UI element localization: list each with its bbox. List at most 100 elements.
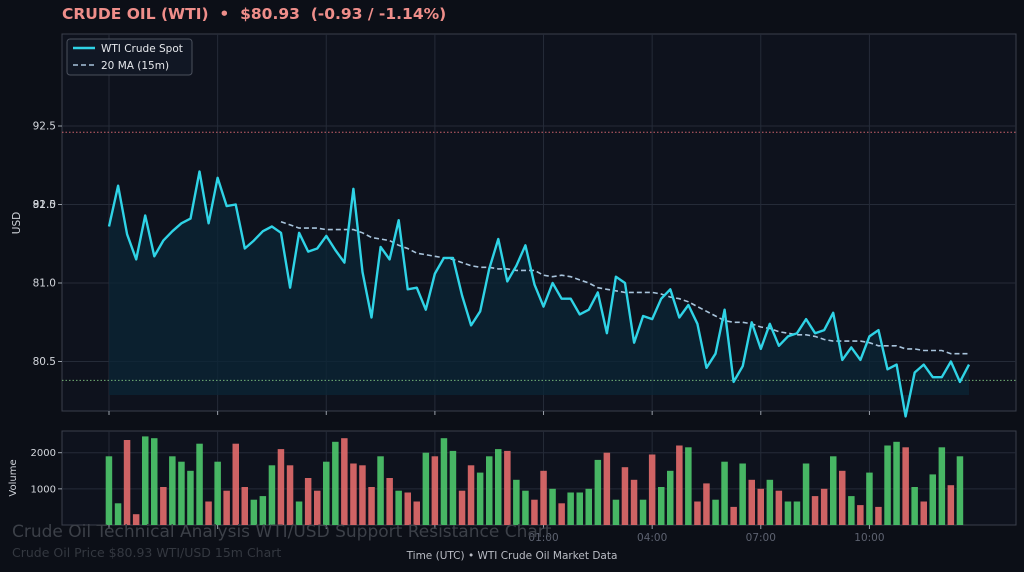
volume-bar-up bbox=[187, 470, 194, 525]
volume-panel-bg bbox=[61, 430, 1017, 526]
ma-line bbox=[280, 221, 969, 355]
volume-bar-down bbox=[341, 438, 348, 525]
symbol-label: CRUDE OIL (WTI) bbox=[62, 5, 209, 23]
volume-bar-up bbox=[784, 501, 792, 525]
volume-bar-down bbox=[875, 506, 882, 525]
volume-bar-up bbox=[739, 463, 746, 525]
volume-bar-up bbox=[178, 461, 185, 525]
volume-bar-down bbox=[467, 465, 475, 525]
legend-price-label: WTI Crude Spot bbox=[101, 43, 183, 55]
volume-bar-down bbox=[413, 501, 420, 525]
volume-bar-up bbox=[929, 474, 936, 525]
volume-bar-down bbox=[775, 490, 783, 525]
volume-bar-up bbox=[639, 499, 647, 525]
volume-axis-ticks: 1000 2000 bbox=[31, 448, 62, 495]
volume-bar-up bbox=[323, 461, 330, 525]
volume-bar-up bbox=[830, 456, 837, 525]
volume-bar-up bbox=[250, 499, 258, 525]
volume-bar-down bbox=[857, 505, 864, 525]
volume-bar-down bbox=[504, 450, 511, 525]
chart-header: CRUDE OIL (WTI) • $80.93 (-0.93 / -1.14%… bbox=[62, 5, 446, 23]
volume-bar-up bbox=[658, 487, 665, 525]
volume-bar-up bbox=[576, 492, 583, 525]
x-tick-label: 01:00 bbox=[528, 532, 558, 544]
volume-bar-up bbox=[549, 488, 556, 525]
volume-bar-up bbox=[522, 490, 529, 525]
volume-tick-label: 1000 bbox=[31, 484, 56, 495]
volume-bar-down bbox=[531, 499, 538, 525]
volume-bar-up bbox=[866, 472, 873, 525]
volume-bar-down bbox=[558, 503, 565, 525]
volume-bar-up bbox=[567, 492, 574, 525]
legend-ma-label: 20 MA (15m) bbox=[101, 60, 169, 72]
volume-bar-up bbox=[802, 463, 810, 525]
volume-bar-up bbox=[938, 447, 946, 525]
price-area-fill bbox=[109, 171, 969, 417]
separator-dot: • bbox=[219, 5, 230, 23]
y-tick-label: 81.0 bbox=[33, 278, 56, 290]
x-axis-ticks: 01:00 04:00 07:00 10:00 bbox=[108, 411, 885, 544]
watermark-subtitle: Crude Oil Price $80.93 WTI/USD 15m Chart bbox=[12, 545, 282, 560]
volume-bar-up bbox=[884, 445, 891, 525]
x-tick-label: 10:00 bbox=[854, 532, 884, 544]
volume-bar-up bbox=[105, 456, 113, 525]
volume-bar-down bbox=[757, 488, 764, 525]
volume-bar-down bbox=[603, 452, 611, 525]
volume-bar-down bbox=[286, 465, 294, 525]
volume-bar-up bbox=[151, 438, 158, 525]
volume-bar-up bbox=[268, 465, 276, 525]
y-tick-label: 92.0 bbox=[33, 199, 56, 211]
volume-bar-down bbox=[314, 490, 321, 525]
y-tick-label: 92.5 bbox=[33, 121, 56, 133]
volume-bar-up bbox=[911, 487, 918, 525]
volume-bar-up bbox=[476, 472, 484, 525]
volume-bar-up bbox=[332, 441, 339, 525]
x-tick-label: 04:00 bbox=[637, 532, 667, 544]
volume-bar-up bbox=[585, 488, 592, 525]
volume-bar-up bbox=[422, 452, 430, 525]
volume-bar-down bbox=[232, 443, 239, 525]
volume-bar-down bbox=[920, 501, 927, 525]
watermark-title: Crude Oil Technical Analysis WTI/USD Sup… bbox=[12, 522, 552, 542]
volume-bar-up bbox=[712, 499, 719, 525]
volume-bar-up bbox=[685, 447, 692, 525]
x-tick-label: 07:00 bbox=[746, 532, 776, 544]
volume-bars bbox=[105, 436, 964, 525]
volume-bar-up bbox=[295, 501, 303, 525]
volume-bar-up bbox=[196, 443, 203, 525]
volume-bar-up bbox=[169, 456, 176, 525]
volume-bar-down bbox=[676, 445, 683, 525]
y-axis-ticks: 80.5 81.0 81.592.0 92.5 bbox=[33, 121, 62, 368]
volume-bar-up bbox=[793, 501, 801, 525]
volume-bar-up bbox=[440, 438, 448, 525]
volume-bar-down bbox=[621, 467, 629, 525]
volume-bar-down bbox=[160, 487, 167, 525]
volume-bar-up bbox=[848, 496, 855, 525]
volume-bar-down bbox=[839, 470, 846, 525]
volume-bar-down bbox=[820, 488, 828, 525]
volume-bar-down bbox=[304, 478, 312, 525]
volume-bar-down bbox=[132, 514, 140, 525]
volume-bar-up bbox=[259, 496, 267, 525]
volume-bar-up bbox=[142, 436, 149, 525]
volume-bar-up bbox=[721, 461, 728, 525]
volume-bar-down bbox=[386, 478, 393, 525]
volume-bar-up bbox=[893, 441, 900, 525]
volume-bar-down bbox=[277, 449, 285, 525]
y-tick-label: 81.5 bbox=[33, 199, 56, 211]
volume-bar-up bbox=[214, 461, 221, 525]
volume-bar-down bbox=[368, 487, 375, 525]
volume-bar-down bbox=[223, 490, 230, 525]
volume-axis-label: Volume bbox=[8, 459, 19, 496]
legend: WTI Crude Spot 20 MA (15m) bbox=[66, 38, 193, 76]
volume-bar-up bbox=[114, 503, 122, 525]
volume-bar-down bbox=[458, 490, 466, 525]
volume-bar-down bbox=[431, 456, 439, 525]
volume-bar-down bbox=[748, 479, 755, 525]
volume-bar-down bbox=[811, 496, 819, 525]
volume-bar-down bbox=[540, 470, 547, 525]
volume-bar-down bbox=[648, 454, 656, 525]
x-axis-label: Time (UTC) • WTI Crude Oil Market Data bbox=[406, 550, 618, 562]
legend-box bbox=[66, 38, 193, 76]
volume-bar-down bbox=[730, 506, 737, 525]
